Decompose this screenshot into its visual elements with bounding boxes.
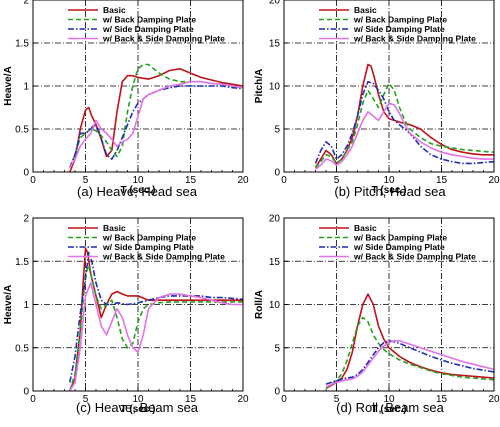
legend-label-1: Basic [354, 5, 377, 15]
y-tick-label: 5 [274, 125, 280, 136]
x-tick-label: 20 [488, 175, 500, 186]
series-line-4 [325, 339, 495, 388]
x-tick-label: 15 [436, 175, 448, 186]
y-axis-label: Roll/A [254, 290, 265, 319]
x-tick-label: 5 [83, 175, 89, 186]
series-line-1 [69, 68, 244, 173]
legend-label-4: w/ Back & Side Damping Plate [353, 252, 476, 262]
series-line-1 [69, 247, 243, 392]
x-axis-label: T (sec.) [120, 185, 155, 196]
x-tick-label: 10 [383, 175, 395, 186]
y-tick-label: 1 [23, 82, 29, 93]
y-axis-label: Heave/A [3, 66, 14, 105]
series-line-2 [69, 63, 244, 168]
y-tick-label: 0 [23, 168, 29, 179]
x-axis-label: T (sec.) [371, 404, 406, 415]
panel-caption: (c) Heave, Beam sea [76, 400, 199, 415]
legend-label-4: w/ Back & Side Damping Plate [102, 252, 225, 262]
series-line-4 [69, 80, 244, 169]
legend-label-2: w/ Back Damping Plate [353, 15, 447, 25]
x-axis-label: T (sec.) [371, 185, 406, 196]
legend-label-2: w/ Back Damping Plate [102, 233, 196, 243]
series-line-3 [69, 85, 244, 168]
y-tick-label: 0 [274, 387, 280, 398]
y-tick-label: 1.5 [15, 39, 29, 50]
series-line-3 [314, 80, 495, 165]
y-tick-label: 1 [23, 300, 29, 311]
y-tick-label: 1.5 [15, 257, 29, 268]
x-tick-label: 15 [185, 394, 197, 405]
series-line-4 [314, 102, 494, 171]
y-tick-label: 20 [269, 214, 281, 225]
series-line-4 [69, 282, 243, 392]
panel-caption: (d) Roll, Beam sea [336, 400, 444, 415]
legend-label-3: w/ Side Damping Plate [353, 242, 445, 252]
x-tick-label: 20 [488, 394, 500, 405]
legend-label-1: Basic [103, 5, 126, 15]
y-tick-label: 0 [274, 168, 280, 179]
legend-label-4: w/ Back & Side Damping Plate [353, 34, 476, 44]
panel-caption: (b) Pitch, Head sea [334, 184, 446, 199]
x-tick-label: 15 [185, 175, 197, 186]
legend-label-3: w/ Side Damping Plate [102, 24, 194, 34]
series-line-2 [314, 82, 495, 169]
x-tick-label: 10 [132, 394, 144, 405]
series-line-1 [325, 293, 495, 390]
y-tick-label: 20 [269, 0, 281, 7]
x-tick-label: 5 [334, 394, 340, 405]
legend-label-1: Basic [103, 223, 126, 233]
y-tick-label: 0.5 [15, 343, 29, 354]
y-tick-label: 2 [23, 0, 29, 7]
y-tick-label: 2 [23, 214, 29, 225]
legend-label-2: w/ Back Damping Plate [102, 15, 196, 25]
legend-label-4: w/ Back & Side Damping Plate [102, 34, 225, 44]
y-tick-label: 0 [23, 387, 29, 398]
x-tick-label: 0 [281, 394, 287, 405]
panel-caption: (a) Heave, Head sea [77, 184, 198, 199]
legend-label-3: w/ Side Damping Plate [102, 242, 194, 252]
legend-label-3: w/ Side Damping Plate [353, 24, 445, 34]
x-tick-label: 20 [237, 394, 249, 405]
y-tick-label: 0.5 [15, 125, 29, 136]
x-tick-label: 5 [334, 175, 340, 186]
x-tick-label: 20 [237, 175, 249, 186]
x-tick-label: 15 [436, 394, 448, 405]
legend-label-1: Basic [354, 223, 377, 233]
x-tick-label: 0 [281, 175, 287, 186]
x-tick-label: 0 [30, 394, 36, 405]
series-line-1 [314, 63, 494, 169]
legend-label-2: w/ Back Damping Plate [353, 233, 447, 243]
series-line-2 [325, 316, 495, 390]
x-tick-label: 10 [383, 394, 395, 405]
x-axis-label: T (sec.) [120, 404, 155, 415]
series-line-3 [69, 251, 244, 383]
y-axis-label: Heave/A [3, 285, 14, 324]
x-tick-label: 10 [132, 175, 144, 186]
series-line-2 [69, 264, 243, 392]
y-tick-label: 10 [269, 82, 281, 93]
y-tick-label: 15 [269, 257, 281, 268]
y-tick-label: 10 [269, 300, 281, 311]
y-tick-label: 5 [274, 343, 280, 354]
x-tick-label: 5 [83, 394, 89, 405]
y-axis-label: Pitch/A [254, 69, 265, 103]
x-tick-label: 0 [30, 175, 36, 186]
y-tick-label: 15 [269, 39, 281, 50]
